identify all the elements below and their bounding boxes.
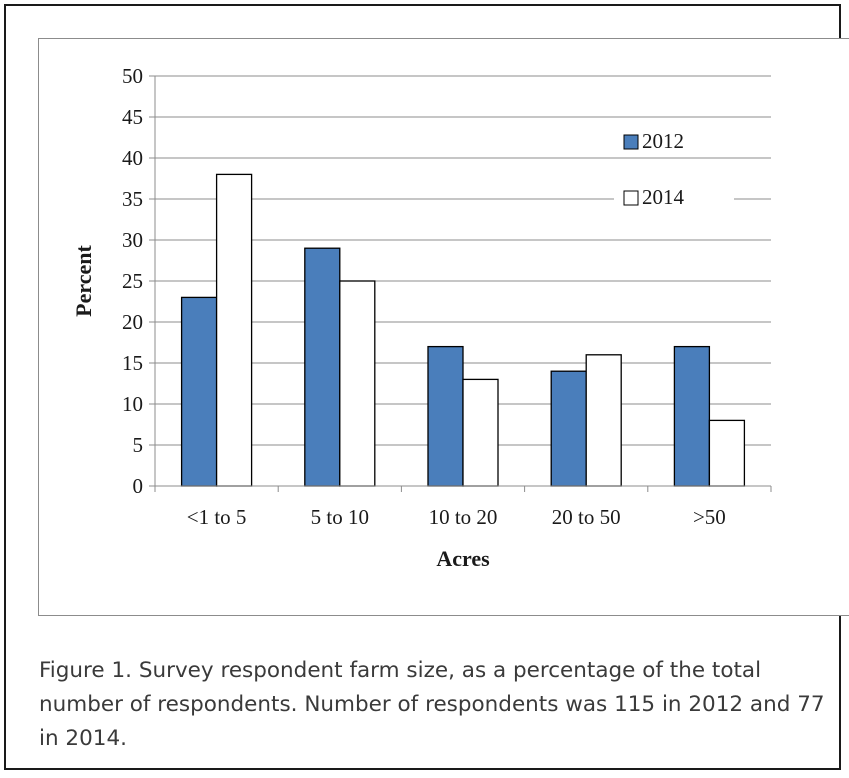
y-tick-label: 0 [133, 474, 144, 498]
figure-caption: Figure 1. Survey respondent farm size, a… [39, 658, 825, 751]
bar-2012-2 [427, 345, 464, 487]
bar-2014-2 [462, 378, 499, 487]
y-tick-label: 50 [122, 64, 143, 88]
y-tick-label: 25 [122, 269, 143, 293]
bar-2014-0 [215, 173, 253, 487]
y-tick-label: 40 [122, 146, 143, 170]
y-tick-label: 15 [122, 351, 143, 375]
bar-2014-3 [585, 354, 622, 487]
x-tick-label: 10 to 20 [429, 505, 498, 529]
y-tick-label: 30 [122, 228, 143, 252]
x-tick-label: >50 [693, 505, 726, 529]
y-tick-label: 45 [122, 105, 143, 129]
x-tick-label: <1 to 5 [187, 505, 247, 529]
x-axis-title: Acres [436, 546, 490, 571]
x-tick-label: 20 to 50 [552, 505, 621, 529]
x-tick-label: 5 to 10 [311, 505, 369, 529]
figure-frame: 0 5 10 15 20 25 30 35 40 45 50 <1 to 5 5 to 10 10 to … [4, 4, 849, 770]
y-tick-label: 35 [122, 187, 143, 211]
y-tick-label: 10 [122, 392, 143, 416]
y-tick-label: 20 [122, 310, 143, 334]
chart-area: 0 5 10 15 20 25 30 35 40 45 50 <1 to 5 5 to 10 10 to … [38, 38, 849, 616]
bar-chart: 0 5 10 15 20 25 30 35 40 45 50 <1 to 5 5 to 10 10 to … [71, 64, 772, 571]
y-tick-label: 5 [133, 433, 144, 457]
bar-2012-0 [180, 296, 218, 487]
bar-2014-1 [339, 280, 376, 487]
legend-swatch-2012 [623, 134, 639, 150]
bar-2014-4 [708, 419, 746, 487]
bar-2012-3 [550, 370, 587, 487]
bar-2012-1 [304, 247, 341, 487]
legend-label-2014: 2014 [642, 185, 685, 209]
bar-2012-4 [673, 345, 711, 487]
y-axis-title: Percent [71, 245, 96, 317]
legend-swatch-2014 [623, 190, 639, 206]
legend-label-2012: 2012 [642, 129, 684, 153]
